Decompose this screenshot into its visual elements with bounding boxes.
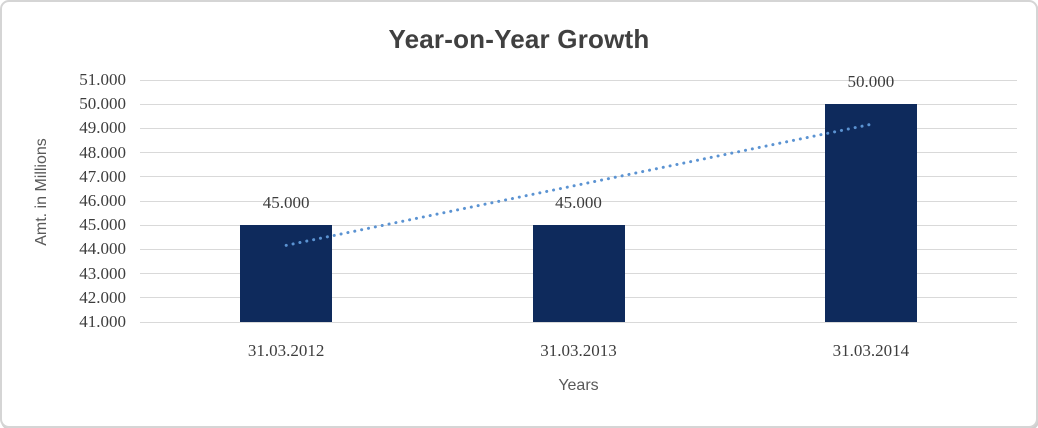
bar (824, 104, 917, 322)
plot-area: 45.000 45.000 50.000 (140, 72, 1017, 323)
gridline (140, 79, 1017, 81)
y-tick-label: 45.000 (79, 215, 126, 235)
bar-value-label: 45.000 (262, 193, 310, 213)
chart-title: Year-on-Year Growth (388, 24, 650, 54)
bar (240, 225, 333, 322)
y-tick-label: 46.000 (79, 191, 126, 210)
y-tick-label: 44.000 (79, 239, 126, 259)
y-tick-label: 47.000 (79, 166, 126, 186)
x-tick-label: 31.03.2014 (832, 341, 910, 360)
x-tick-label: 31.03.2012 (247, 341, 325, 360)
x-tick-label: 31.03.2013 (540, 341, 617, 360)
bar (532, 225, 625, 322)
bar-value-label: 50.000 (847, 72, 895, 92)
y-tick-label: 50.000 (79, 94, 126, 114)
y-tick-label: 42.000 (79, 287, 126, 307)
y-tick-label: 49.000 (79, 118, 126, 138)
y-tick-label: 51.000 (79, 70, 126, 89)
y-tick-label: 43.000 (79, 263, 126, 283)
y-tick-label: 48.000 (79, 142, 126, 162)
gridline (140, 321, 1017, 323)
x-axis-ticks: 31.03.2012 31.03.2013 31.03.2014 (140, 341, 1017, 363)
bar-value-label: 45.000 (555, 193, 602, 213)
y-tick-label: 41.000 (79, 312, 126, 331)
gridline (140, 103, 1017, 105)
x-axis-title: Years (558, 377, 599, 394)
y-axis-ticks: 41.000 42.000 43.000 44.000 45.000 46.000 47.0… (2, 70, 126, 331)
